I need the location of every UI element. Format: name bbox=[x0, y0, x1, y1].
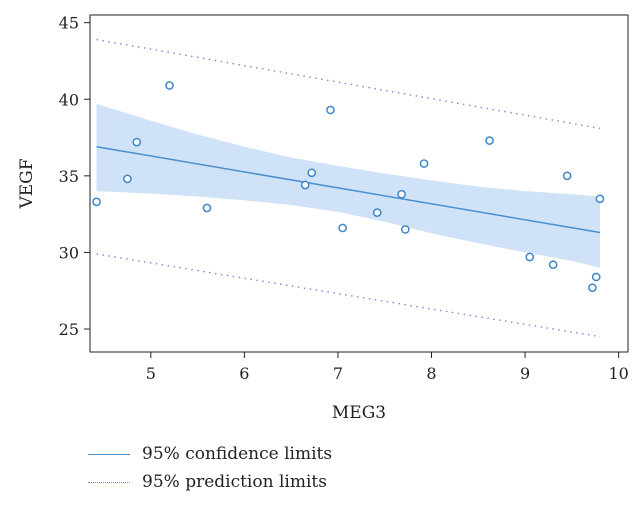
legend-item-confidence: 95% confidence limits bbox=[88, 440, 332, 468]
data-point-4 bbox=[165, 81, 174, 90]
x-tick-label-6: 6 bbox=[239, 364, 249, 383]
upper-prediction-limit bbox=[96, 38, 601, 130]
legend-label-confidence: 95% confidence limits bbox=[142, 444, 333, 464]
confidence-band-layer bbox=[96, 103, 600, 268]
y-tick-label-25: 25 bbox=[59, 320, 79, 339]
data-point-14 bbox=[485, 136, 494, 145]
legend-label-prediction: 95% prediction limits bbox=[142, 472, 327, 492]
legend-swatch-solid bbox=[88, 453, 130, 455]
ticks-layer: 5 6 7 8 9 10 25 30 35 40 45 bbox=[59, 14, 629, 383]
data-point-3 bbox=[132, 137, 142, 147]
y-tick-label-45: 45 bbox=[59, 14, 79, 33]
data-point-16 bbox=[548, 260, 558, 270]
data-point-8 bbox=[326, 105, 335, 115]
data-point-13 bbox=[419, 159, 429, 168]
data-point-6 bbox=[300, 180, 310, 190]
data-point-9 bbox=[338, 223, 347, 233]
data-point-5 bbox=[202, 203, 212, 213]
y-axis-label: VEGF bbox=[17, 158, 37, 209]
data-point-2 bbox=[123, 174, 132, 184]
x-tick-label-10: 10 bbox=[608, 364, 628, 383]
data-point-19 bbox=[591, 272, 601, 282]
y-tick-label-40: 40 bbox=[59, 90, 79, 109]
y-tick-label-35: 35 bbox=[59, 167, 79, 186]
data-point-18 bbox=[588, 283, 597, 293]
data-point-20 bbox=[595, 194, 605, 204]
lines-layer bbox=[96, 38, 601, 338]
legend: 95% confidence limits 95% prediction lim… bbox=[88, 440, 332, 496]
legend-swatch-dotted bbox=[88, 481, 130, 483]
data-point-15 bbox=[525, 252, 535, 262]
data-point-1 bbox=[92, 197, 101, 207]
data-point-17 bbox=[562, 171, 572, 181]
data-point-12 bbox=[400, 225, 410, 234]
points-layer bbox=[92, 81, 605, 293]
legend-item-prediction: 95% prediction limits bbox=[88, 468, 332, 496]
scatter-chart: 5 6 7 8 9 10 25 30 35 40 45 MEG3 VEGF bbox=[17, 14, 629, 423]
regression-line bbox=[96, 145, 601, 234]
x-tick-label-9: 9 bbox=[520, 364, 530, 383]
x-axis-label: MEG3 bbox=[332, 403, 386, 423]
x-tick-label-8: 8 bbox=[426, 364, 436, 383]
data-point-11 bbox=[397, 189, 406, 199]
data-point-7 bbox=[307, 168, 317, 178]
x-tick-label-5: 5 bbox=[146, 364, 156, 383]
x-tick-label-7: 7 bbox=[333, 364, 343, 383]
lower-prediction-limit bbox=[96, 253, 601, 338]
y-tick-label-30: 30 bbox=[59, 243, 79, 262]
data-point-10 bbox=[372, 208, 382, 217]
confidence-band bbox=[96, 103, 600, 268]
plot-frame bbox=[89, 14, 629, 353]
